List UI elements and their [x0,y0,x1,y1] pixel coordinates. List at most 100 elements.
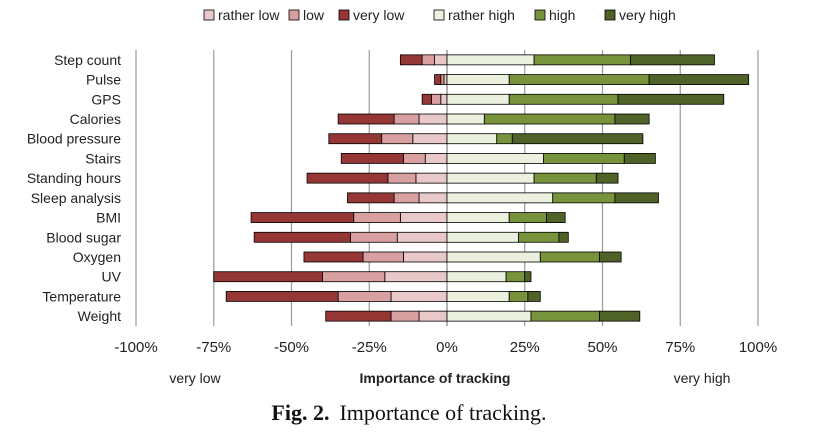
legend-label-rather-high: rather high [448,7,515,23]
bar-high-1 [508,74,650,85]
category-label-9: Blood sugar [46,229,121,245]
bar-low-0 [421,54,435,66]
bar-low-7 [393,192,420,204]
bar-rather-high-6 [446,172,535,184]
bar-very-low-7 [347,192,395,204]
figure-caption-text: Importance of tracking. [339,400,547,425]
legend-label-very-low: very low [353,7,405,23]
category-label-4: Blood pressure [27,131,121,147]
x-tick-label-7: 75% [665,339,695,356]
bar-high-4 [496,133,513,145]
bar-very-high-5 [623,153,656,164]
x-tick-label-5: 25% [510,339,540,356]
bar-low-1 [440,74,445,85]
bar-rather-high-12 [446,291,510,302]
bar-rather-low-8 [399,212,448,223]
legend-label-very-high: very high [619,7,676,23]
bar-high-0 [533,54,631,66]
bar-rather-high-13 [446,310,532,322]
diverging-bar-chart: Step count Pulse GPS Calories Blood pressure… [27,7,777,386]
bar-very-high-12 [527,291,541,302]
x-axis-label: Importance of tracking [360,370,511,386]
bar-low-12 [337,291,392,302]
bar-very-high-9 [558,231,569,243]
legend-swatch-very-high [604,9,616,21]
bar-high-7 [552,192,616,204]
bar-very-low-5 [340,153,404,164]
x-tick-label-3: -25% [352,339,387,356]
x-tick-labels: -100% -75% -50% -25% 0% 25% 50% 75% 100% [114,339,777,356]
bar-very-low-4 [328,133,383,145]
bar-low-10 [362,251,404,263]
bar-high-11 [505,271,526,283]
bar-high-12 [508,291,529,302]
bar-rather-low-5 [424,153,448,164]
x-tick-label-6: 50% [587,339,617,356]
legend-swatch-very-low [338,9,350,21]
category-label-0: Step count [54,52,121,68]
figure-caption: Fig. 2. Importance of tracking. [0,400,818,426]
bar-high-2 [508,93,619,105]
bar-low-13 [390,310,420,322]
bar-very-high-3 [614,113,650,125]
x-axis-left-note: very low [169,370,221,386]
bar-rather-high-11 [446,271,507,283]
bar-rather-low-4 [412,133,448,145]
category-label-12: Temperature [42,288,121,304]
x-tick-label-8: 100% [739,339,777,356]
bar-very-high-7 [614,192,659,204]
figure-number: Fig. 2. [271,400,330,425]
bar-very-low-6 [306,172,389,184]
bar-very-low-11 [213,271,323,283]
bar-rather-low-10 [403,251,448,263]
bar-low-6 [387,172,417,184]
bar-rather-high-0 [446,54,535,66]
bar-rather-low-12 [390,291,448,302]
bar-high-13 [530,310,600,322]
legend-label-rather-low: rather low [218,7,280,23]
bar-very-low-12 [225,291,339,302]
bar-rather-high-2 [446,93,510,105]
legend-label-low: low [303,7,325,23]
category-label-13: Weight [78,308,121,324]
legend-swatch-rather-high [433,9,445,21]
category-label-1: Pulse [86,72,121,88]
bar-rather-high-5 [446,153,544,164]
bar-rather-low-2 [440,93,448,105]
legend-swatch-low [288,9,300,21]
legend-swatch-high [534,9,546,21]
bar-low-3 [393,113,420,125]
category-labels: Step count Pulse GPS Calories Blood pressure… [27,52,122,324]
category-label-11: UV [102,269,122,285]
legend-swatch-rather-low [203,9,215,21]
bar-rather-low-13 [418,310,448,322]
bar-very-low-10 [303,251,364,263]
bar-rather-high-10 [446,251,541,263]
bar-very-low-8 [250,212,355,223]
bars [213,54,750,322]
bar-low-11 [322,271,386,283]
bar-rather-high-8 [446,212,510,223]
bar-low-9 [350,231,398,243]
bar-very-high-1 [648,74,750,85]
bar-very-low-0 [399,54,423,66]
bar-very-high-4 [511,133,644,145]
x-tick-label-2: -50% [274,339,309,356]
bar-very-high-6 [595,172,619,184]
x-tick-label-1: -75% [196,339,231,356]
bar-very-high-0 [630,54,715,66]
bar-rather-low-3 [418,113,448,125]
bar-rather-low-1 [443,74,448,85]
x-axis-right-note: very high [674,370,731,386]
legend-label-high: high [549,7,575,23]
bar-very-high-2 [617,93,725,105]
bar-rather-low-11 [384,271,448,283]
bar-high-3 [483,113,616,125]
bar-very-low-9 [253,231,351,243]
bar-low-5 [403,153,426,164]
category-label-8: BMI [96,210,121,226]
bar-high-5 [543,153,625,164]
x-tick-label-4: 0% [436,339,458,356]
bar-very-low-2 [421,93,432,105]
bar-high-8 [508,212,547,223]
